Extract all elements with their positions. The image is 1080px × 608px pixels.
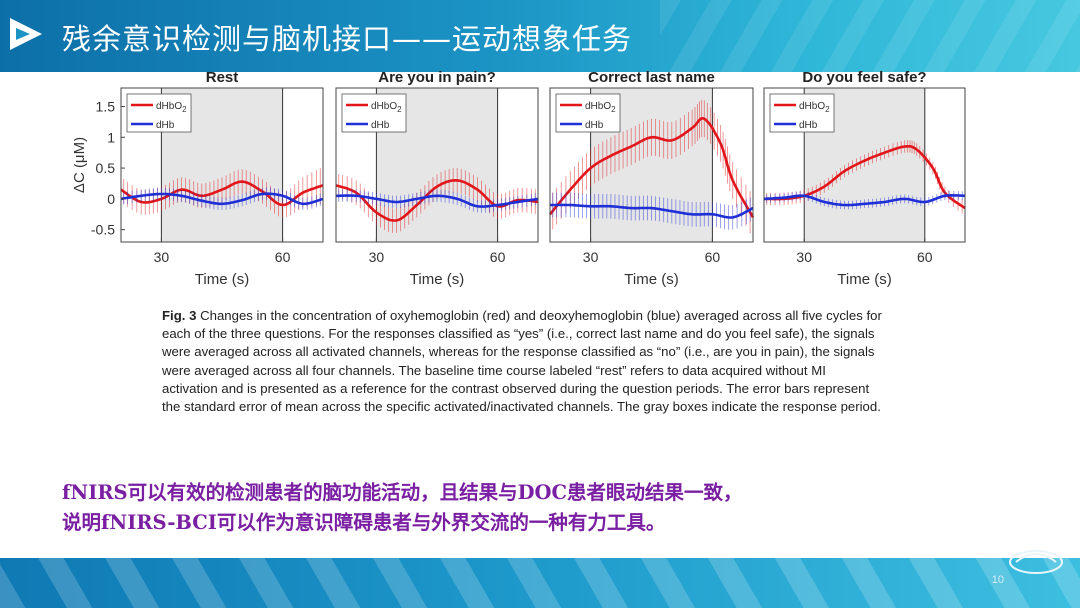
- axes-frame: [549, 87, 754, 243]
- y-tick-label: 1: [107, 129, 115, 145]
- y-tick-label: 0: [107, 191, 115, 207]
- caption-text: Changes in the concentration of oxyhemog…: [162, 308, 882, 415]
- x-tick-label: 60: [275, 249, 291, 265]
- axes-frame: [763, 87, 966, 243]
- panel-title: Are you in pain?: [378, 69, 496, 86]
- series-line-dHbO2: [335, 178, 539, 222]
- x-tick-label: 30: [369, 249, 385, 265]
- footer-pattern: [0, 558, 1080, 608]
- page-number: 10: [991, 574, 1004, 586]
- x-tick-label: 60: [917, 249, 933, 265]
- series-line-dHb: [336, 194, 539, 208]
- legend-label-dHbO2: dHbO2: [156, 101, 187, 114]
- panel-4: 30 60 Do you feel safe? Time (s) dHbO2 dHb: [763, 69, 966, 288]
- panel-title: Correct last name: [588, 69, 715, 86]
- hemoglobin-figure: 30 60 -0.5 0 0.5 1 1.5 Rest Time (s) ΔC (μM) dHbO2…: [74, 69, 966, 288]
- footer-logo-icon: [1009, 550, 1063, 574]
- x-axis-label: Time (s): [624, 271, 678, 288]
- panel-1: 30 60 -0.5 0 0.5 1 1.5 Rest Time (s) ΔC (μM) dHbO2…: [74, 69, 324, 288]
- caption-label: Fig. 3: [162, 308, 197, 323]
- legend-label-dHb: dHb: [799, 120, 818, 131]
- legend-box: [555, 93, 621, 133]
- play-logo-icon: [10, 18, 42, 50]
- panel-title: Do you feel safe?: [802, 69, 926, 86]
- x-tick-label: 60: [705, 249, 721, 265]
- conclusion-text: fNIRS可以有效的检测患者的脑功能活动，且结果与DOC患者眼动结果一致， 说明…: [62, 478, 743, 538]
- x-tick-label: 30: [583, 249, 599, 265]
- legend-label-dHb: dHb: [585, 120, 604, 131]
- series-line-dHbO2: [120, 180, 324, 207]
- legend-box: [126, 93, 192, 133]
- panel-3: 30 60 Correct last name Time (s) dHbO2 dHb: [548, 69, 755, 288]
- x-axis-label: Time (s): [195, 271, 249, 288]
- legend-box: [341, 93, 407, 133]
- footer-bar: [0, 558, 1080, 608]
- slide-title: 残余意识检测与脑机接口——运动想象任务: [62, 22, 633, 56]
- x-axis-label: Time (s): [837, 271, 891, 288]
- y-tick-label: -0.5: [91, 222, 115, 238]
- legend-label-dHbO2: dHbO2: [585, 101, 616, 114]
- legend-box: [769, 93, 835, 133]
- legend-label-dHbO2: dHbO2: [799, 101, 830, 114]
- legend-label-dHb: dHb: [156, 120, 175, 131]
- y-tick-label: 1.5: [96, 98, 116, 114]
- series-line-dHb: [550, 203, 754, 219]
- series-line-dHbO2: [548, 116, 755, 219]
- series-line-dHb: [120, 192, 324, 206]
- x-tick-label: 30: [154, 249, 170, 265]
- x-tick-label: 30: [796, 249, 812, 265]
- y-tick-label: 0.5: [96, 160, 116, 176]
- series-line-dHb: [763, 193, 965, 207]
- panel-title: Rest: [206, 69, 239, 86]
- x-tick-label: 60: [490, 249, 506, 265]
- figure-caption: Fig. 3 Changes in the concentration of o…: [162, 307, 882, 416]
- x-axis-label: Time (s): [410, 271, 464, 288]
- panel-2: 30 60 Are you in pain? Time (s) dHbO2 dHb: [335, 69, 539, 288]
- title-bar-pattern: [660, 0, 1080, 72]
- conclusion-line-1: fNIRS可以有效的检测患者的脑功能活动，且结果与DOC患者眼动结果一致，: [62, 481, 743, 504]
- legend-label-dHb: dHb: [371, 120, 390, 131]
- title-bar: [0, 0, 1080, 72]
- legend-label-dHbO2: dHbO2: [371, 101, 402, 114]
- conclusion-line-2: 说明fNIRS-BCI可以作为意识障碍患者与外界交流的一种有力工具。: [62, 511, 666, 534]
- y-axis-label: ΔC (μM): [74, 137, 88, 193]
- axes-frame: [335, 87, 539, 243]
- axes-frame: [120, 87, 324, 243]
